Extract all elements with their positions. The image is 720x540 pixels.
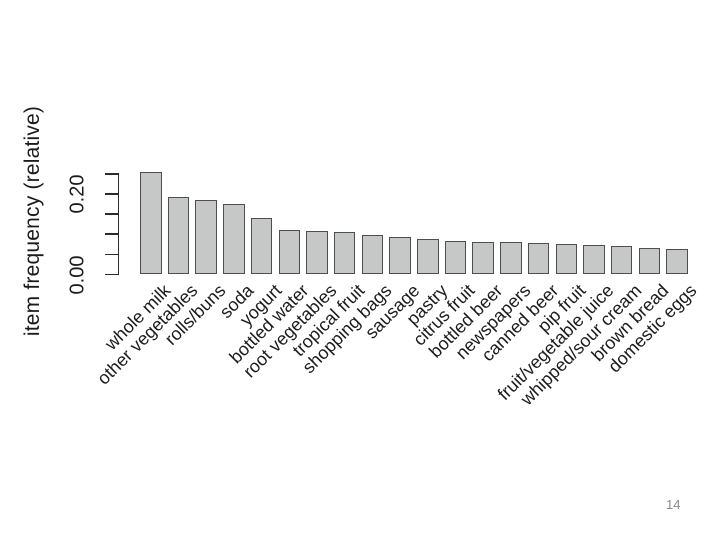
bar-newspapers xyxy=(500,242,522,275)
bar-other-vegetables xyxy=(167,196,190,275)
y-axis-tick xyxy=(104,233,118,235)
bar-sausage xyxy=(389,236,411,275)
y-axis-line xyxy=(117,173,119,276)
y-axis-tick xyxy=(104,213,118,215)
bar-root-vegetables xyxy=(306,230,328,275)
bar-rolls-buns xyxy=(195,200,217,275)
y-axis-tick-label: 0.20 xyxy=(66,174,89,214)
bar-bottled-water xyxy=(278,229,300,275)
bar-domestic-eggs xyxy=(666,248,688,275)
y-axis-tick xyxy=(104,253,118,256)
y-axis-tick xyxy=(104,193,118,195)
bar-bottled-beer xyxy=(472,242,494,275)
bar-yogurt xyxy=(250,218,273,275)
y-axis-title: item frequency (relative) xyxy=(21,105,44,337)
y-axis-tick xyxy=(104,273,118,276)
bar-citrus-fruit xyxy=(444,241,467,275)
bar-canned-beer xyxy=(527,243,550,275)
slide-page-number: 14 xyxy=(666,497,681,512)
bar-brown-bread xyxy=(638,248,661,275)
bar-soda xyxy=(223,204,245,275)
y-axis-tick xyxy=(104,173,118,175)
bar-whipped-sour-cream xyxy=(610,245,633,275)
bar-whole-milk xyxy=(140,171,162,275)
bar-pip-fruit xyxy=(555,243,577,275)
item-frequency-bar-chart: item frequency (relative) 0.00 0.20 whole … xyxy=(21,105,700,409)
bar-pastry xyxy=(417,238,439,275)
bar-fruit-vegetable-juice xyxy=(583,245,605,275)
bar-tropical-fruit xyxy=(333,232,356,275)
bar-shopping-bags xyxy=(361,234,384,275)
y-axis-tick-label: 0.00 xyxy=(66,255,89,294)
